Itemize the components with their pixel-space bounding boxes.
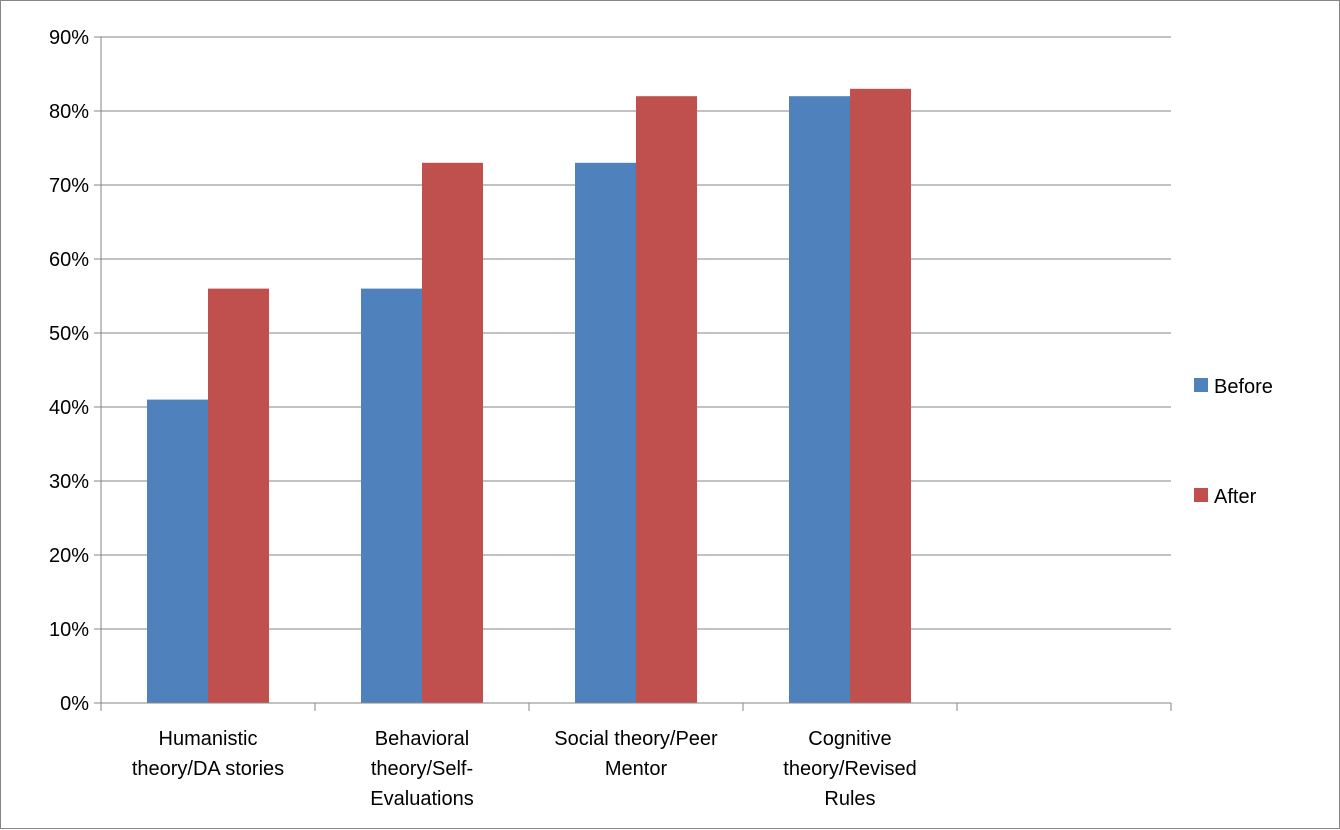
y-tick-label: 30% bbox=[49, 471, 89, 493]
bar-after bbox=[850, 88, 911, 704]
legend-label-after: After bbox=[1214, 486, 1257, 508]
bar-before bbox=[361, 288, 422, 703]
axes bbox=[94, 36, 1172, 711]
bar-after bbox=[422, 162, 483, 704]
x-axis-category-labels: Humanistic theory/DA stories Behavioral the… bbox=[132, 728, 917, 810]
y-tick-label: 70% bbox=[49, 175, 89, 197]
y-tick-label: 40% bbox=[49, 397, 89, 419]
legend-swatch-before bbox=[1194, 378, 1208, 392]
y-tick-label: 90% bbox=[49, 27, 89, 49]
x-category-label: theory/DA stories bbox=[132, 758, 284, 780]
legend: Before After bbox=[1194, 376, 1273, 508]
x-category-label: Cognitive bbox=[808, 728, 891, 750]
bars bbox=[147, 88, 911, 704]
x-category-label: Rules bbox=[824, 788, 875, 810]
x-category-label: Humanistic bbox=[159, 728, 258, 750]
y-tick-label: 60% bbox=[49, 249, 89, 271]
y-tick-label: 0% bbox=[60, 693, 89, 715]
legend-label-before: Before bbox=[1214, 376, 1273, 398]
legend-swatch-after bbox=[1194, 488, 1208, 502]
x-category-label: Social theory/Peer bbox=[554, 728, 718, 750]
y-tick-label: 20% bbox=[49, 545, 89, 567]
y-axis-tick-labels: 0% 10% 20% 30% 40% 50% 60% 70% 80% 90% bbox=[49, 27, 89, 715]
bar-before bbox=[575, 162, 636, 704]
y-tick-label: 80% bbox=[49, 101, 89, 123]
bar-before bbox=[789, 96, 850, 703]
x-category-label: Mentor bbox=[605, 758, 668, 780]
x-category-label: Behavioral bbox=[375, 728, 470, 750]
bar-before bbox=[147, 399, 208, 703]
y-tick-label: 50% bbox=[49, 323, 89, 345]
bar-after bbox=[636, 96, 697, 703]
bar-after bbox=[208, 288, 269, 703]
x-category-label: theory/Revised bbox=[783, 758, 916, 780]
y-tick-label: 10% bbox=[49, 619, 89, 641]
x-category-label: Evaluations bbox=[370, 788, 473, 810]
x-category-label: theory/Self- bbox=[371, 758, 473, 780]
